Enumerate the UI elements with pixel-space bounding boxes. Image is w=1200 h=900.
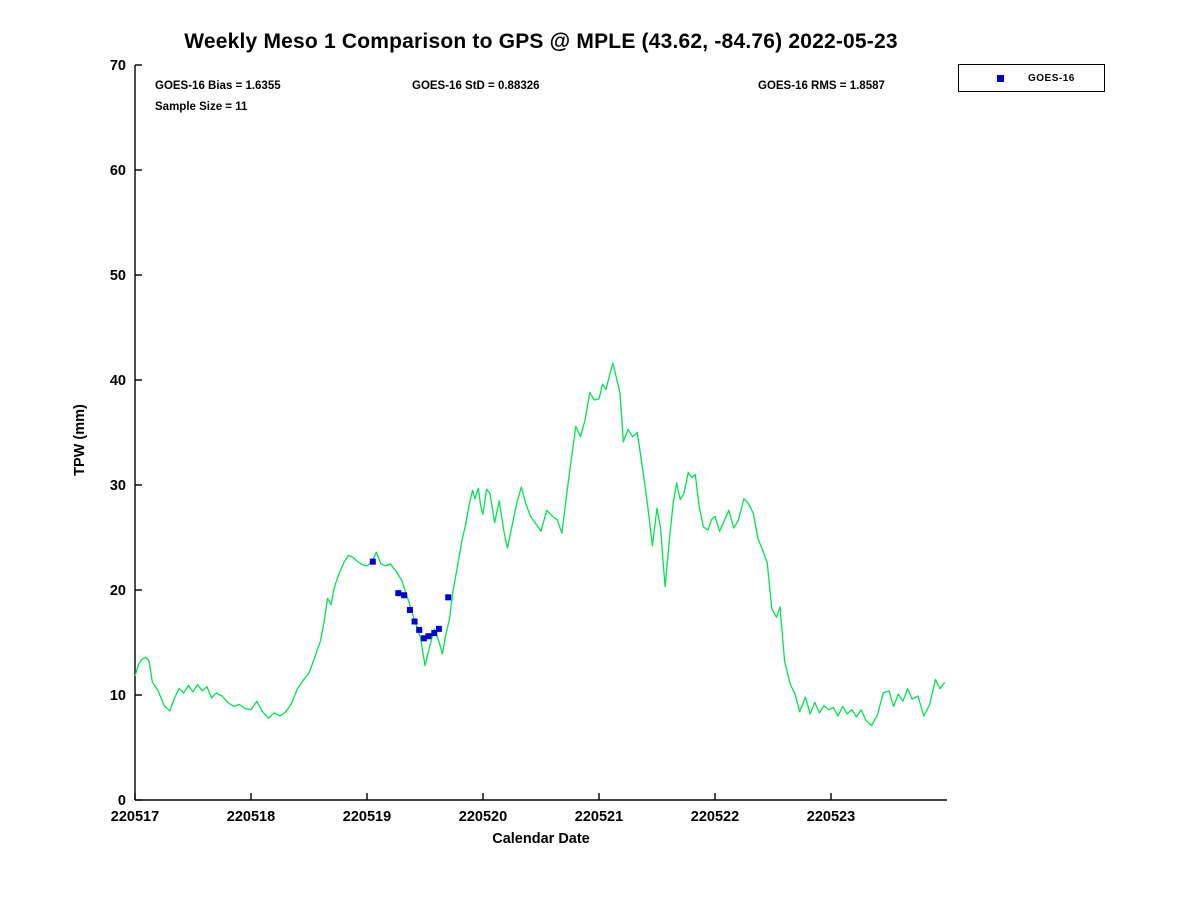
goes16-data-point [411, 618, 418, 625]
stat-bias: GOES-16 Bias = 1.6355 [155, 80, 281, 92]
goes16-data-point [406, 606, 413, 613]
gps-line-series [134, 362, 946, 727]
stat-std: GOES-16 StD = 0.88326 [412, 80, 540, 92]
goes16-data-point [395, 590, 402, 597]
y-tick-label: 50 [110, 268, 126, 284]
x-tick-label: 220523 [807, 809, 855, 825]
x-tick-label: 220522 [691, 809, 739, 825]
goes16-data-point [369, 558, 376, 565]
goes16-data-point [420, 635, 427, 642]
goes16-square-marker-icon [997, 74, 1004, 82]
goes16-data-point [445, 594, 452, 601]
y-tick-label: 60 [110, 163, 126, 179]
goes16-data-point [435, 625, 442, 632]
goes16-data-point [416, 626, 423, 633]
x-tick-label: 220519 [343, 809, 391, 825]
x-tick-label: 220521 [575, 809, 623, 825]
y-tick-label: 30 [110, 478, 126, 494]
y-tick-label: 20 [110, 583, 126, 599]
x-tick-label: 220517 [111, 809, 159, 825]
chart-title: Weekly Meso 1 Comparison to GPS @ MPLE (… [184, 30, 898, 53]
y-tick-label: 40 [110, 373, 126, 389]
goes16-data-point [425, 633, 432, 640]
x-axis-label: Calendar Date [492, 831, 590, 847]
legend-label: GOES-16 [1028, 72, 1075, 84]
stat-rms: GOES-16 RMS = 1.8587 [758, 80, 885, 92]
goes16-data-point [431, 630, 438, 637]
y-tick-label: 70 [110, 58, 126, 74]
x-tick-label: 220518 [227, 809, 275, 825]
y-tick-label: 0 [118, 793, 126, 809]
goes16-data-point [401, 592, 408, 599]
legend: GOES-16 [958, 64, 1105, 92]
y-tick-label: 10 [110, 688, 126, 704]
stat-sample-size: Sample Size = 11 [155, 101, 248, 113]
x-tick-label: 220520 [459, 809, 507, 825]
